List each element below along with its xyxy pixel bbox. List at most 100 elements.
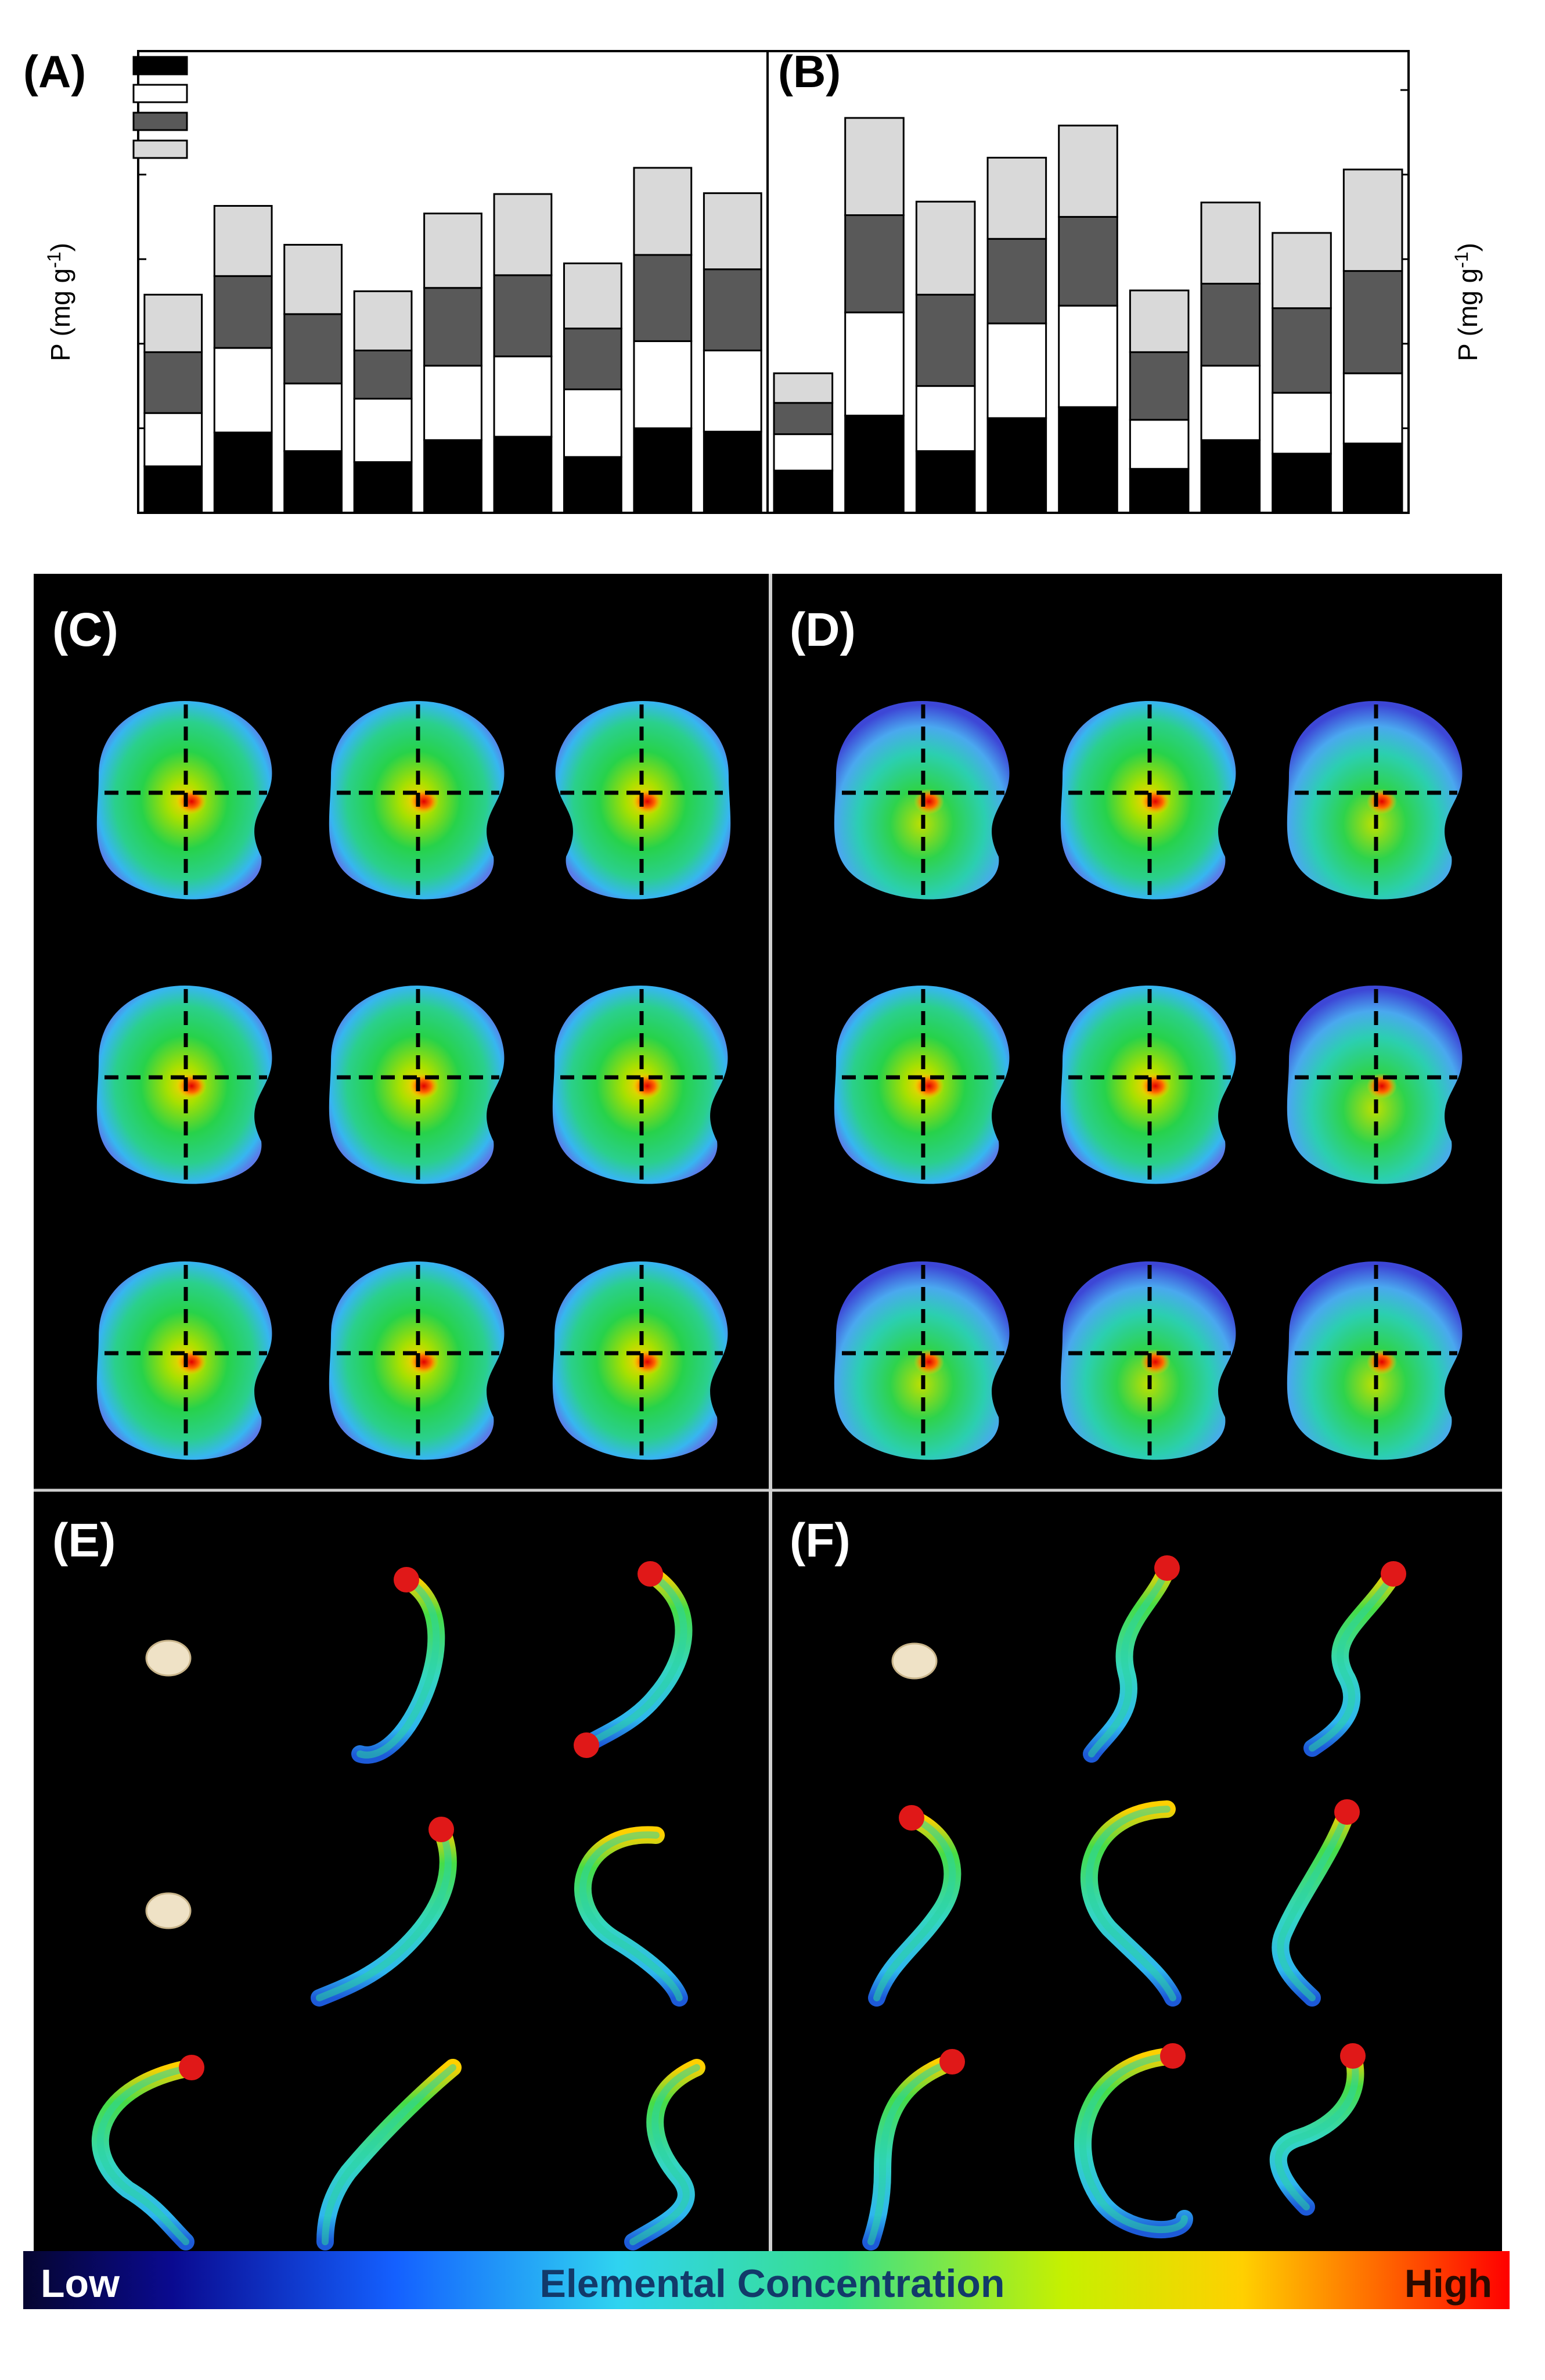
- bar-segment-hypocotyl: [986, 417, 1047, 514]
- legend-swatch: [132, 84, 188, 103]
- bar-segment-radicle: [1272, 232, 1332, 310]
- bar-segment-cotyledons: [493, 355, 553, 438]
- bar-segment-hypocotyl: [773, 469, 834, 514]
- bar-segment-radicle: [633, 167, 693, 256]
- bar-segment-hypocotyl: [353, 461, 413, 514]
- y-axis-label-superscript: -1: [1451, 251, 1472, 268]
- heatmap-background: [34, 574, 1502, 1490]
- bar-segment-hypocotyl: [493, 436, 553, 514]
- bar-segment-cotyledons: [703, 349, 762, 433]
- bar-segment-hypocotyl: [915, 450, 976, 514]
- seedling-root-core: [583, 1570, 687, 1749]
- bar-segment-hypocotyl-radicle: [493, 274, 553, 358]
- bar-segment-radicle: [1200, 202, 1261, 285]
- ungerminated-seed: [891, 1642, 938, 1680]
- bar-segment-hypocotyl-radicle: [1058, 215, 1118, 307]
- bar-segment-radicle: [773, 372, 834, 404]
- root-tip-hotspot: [1381, 1561, 1406, 1587]
- bar-segment-cotyledons: [143, 412, 203, 468]
- bar-segment-cotyledons: [844, 311, 905, 417]
- root-tip-hotspot: [1154, 1555, 1180, 1581]
- seed-heatmaps: [96, 682, 1463, 1469]
- bar-segment-cotyledons: [353, 397, 413, 463]
- bar-segment-cotyledons: [423, 365, 482, 441]
- bar-segment-radicle: [143, 293, 203, 353]
- bar-segment-hypocotyl-radicle: [143, 351, 203, 414]
- y-axis-label-main: P (mg g: [45, 268, 75, 361]
- bar-segment-cotyledons: [773, 433, 834, 472]
- panel-label-e: (E): [52, 1514, 116, 1567]
- bar-segment-cotyledons: [915, 385, 976, 452]
- bar-segment-hypocotyl-radicle: [1129, 351, 1190, 421]
- seedling-root-core: [1088, 1565, 1171, 1757]
- stacked-bar-chart-a: P (mg g-1): [44, 89, 762, 514]
- panel-label-b: (B): [778, 46, 841, 97]
- panel-label-a: (A): [23, 46, 86, 97]
- bar-segment-hypocotyl: [143, 465, 203, 514]
- seedling-root-core: [1086, 1806, 1176, 2001]
- bar-segment-radicle: [703, 192, 762, 271]
- bar-segment-hypocotyl-radicle: [1342, 270, 1403, 375]
- seedling-root-core: [316, 1826, 452, 2001]
- bar-segment-radicle: [844, 117, 905, 216]
- root-tip-hotspot: [1340, 2043, 1366, 2069]
- root-tip-hotspot: [574, 1732, 599, 1758]
- panel-label-d: (D): [790, 603, 856, 656]
- bar-segment-radicle: [1342, 168, 1403, 272]
- panel-label-f: (F): [790, 1514, 851, 1567]
- bar-segment-hypocotyl-radicle: [283, 313, 343, 384]
- seedling-root-core: [1277, 1809, 1350, 2001]
- root-tip-hotspot: [939, 2049, 965, 2075]
- seedling-background: [34, 1490, 1502, 2251]
- legend-swatch: [132, 112, 188, 131]
- seedling-root-core: [579, 1831, 683, 2001]
- root-tip-hotspot: [1334, 1799, 1360, 1825]
- y-axis-label-close: ): [45, 243, 75, 251]
- root-tip-hotspot: [1160, 2043, 1186, 2069]
- y-axis-label-main: P (mg g: [1453, 268, 1483, 361]
- ungerminated-seed: [145, 1640, 192, 1677]
- bar-segment-radicle: [353, 290, 413, 351]
- stacked-bar-chart-b: P (mg g-1): [773, 89, 1483, 514]
- bar-segment-hypocotyl-radicle: [773, 402, 834, 436]
- bar-segment-radicle: [563, 262, 622, 330]
- seedling-root-core: [1079, 2052, 1188, 2234]
- chart-legend: [132, 56, 188, 159]
- bar-segment-hypocotyl-radicle: [213, 275, 273, 349]
- bar-segment-hypocotyl: [633, 427, 693, 514]
- bar-segment-cotyledons: [986, 322, 1047, 419]
- colorbar-high-label: High: [1404, 2262, 1492, 2306]
- bar-segment-hypocotyl-radicle: [423, 287, 482, 367]
- seedling-root-core: [867, 2058, 956, 2245]
- bar-segment-radicle: [213, 204, 273, 277]
- bar-segment-radicle: [423, 213, 482, 289]
- bar-segment-cotyledons: [1342, 372, 1403, 445]
- bar-segment-hypocotyl-radicle: [844, 214, 905, 314]
- bar-segment-hypocotyl: [1200, 439, 1261, 514]
- bar-segment-hypocotyl-radicle: [915, 293, 976, 387]
- bar-segment-hypocotyl-radicle: [703, 268, 762, 351]
- bar-segment-cotyledons: [633, 340, 693, 429]
- root-tip-hotspot: [899, 1805, 924, 1831]
- root-tip-hotspot: [638, 1561, 663, 1587]
- bar-segment-radicle: [915, 200, 976, 296]
- seedling-root-core: [356, 1576, 440, 1759]
- bar-segment-cotyledons: [1272, 391, 1332, 455]
- bar-segment-hypocotyl-radicle: [1272, 307, 1332, 394]
- bar-segment-cotyledons: [213, 347, 273, 434]
- bar-segment-cotyledons: [563, 388, 622, 458]
- y-axis-label: P (mg g-1): [1451, 243, 1483, 361]
- bar-segment-hypocotyl: [283, 450, 343, 514]
- legend-swatch: [132, 139, 188, 159]
- colorbar-title: Elemental Concentration: [539, 2262, 1004, 2306]
- y-axis-label-close: ): [1453, 243, 1483, 251]
- colorbar-low-label: Low: [41, 2262, 120, 2306]
- bar-segment-hypocotyl-radicle: [633, 254, 693, 342]
- y-axis-label-superscript: -1: [44, 251, 64, 268]
- bar-segment-hypocotyl-radicle: [563, 328, 622, 390]
- seedling-maps: [91, 1555, 1406, 2250]
- bar-segment-cotyledons: [1129, 419, 1190, 470]
- bar-segment-hypocotyl: [1129, 468, 1190, 514]
- bar-segment-hypocotyl: [423, 439, 482, 514]
